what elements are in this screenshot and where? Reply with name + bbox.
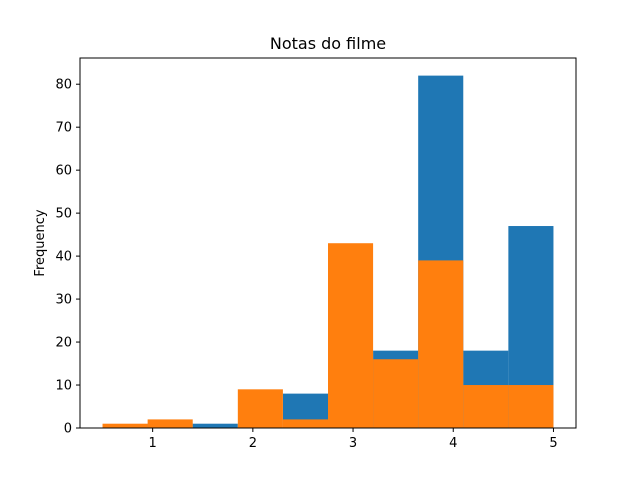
chart-title: Notas do filme — [270, 34, 386, 53]
series-2-bar — [328, 243, 374, 428]
series-1-bar — [192, 423, 238, 428]
series-2-bar — [508, 385, 554, 428]
y-tick-label: 40 — [55, 250, 72, 265]
series-2-bar — [102, 423, 148, 428]
y-tick-label: 60 — [55, 164, 72, 179]
series-2-bar — [373, 359, 419, 428]
y-axis: 0 10 20 30 40 50 60 70 80 — [55, 78, 80, 437]
y-tick-label: 30 — [55, 293, 72, 308]
y-tick-label: 80 — [55, 78, 72, 93]
y-tick-label: 0 — [64, 422, 72, 437]
y-tick-label: 70 — [55, 121, 72, 136]
y-tick-label: 20 — [55, 336, 72, 351]
series-2-bar — [282, 419, 328, 428]
y-tick-label: 50 — [55, 207, 72, 222]
plot-frame — [79, 57, 577, 429]
x-tick-label: 2 — [249, 436, 257, 451]
series-2-bar — [463, 385, 509, 428]
x-tick-label: 3 — [349, 436, 357, 451]
y-axis-label: Frequency — [33, 209, 48, 276]
x-tick-label: 5 — [549, 436, 557, 451]
x-tick-label: 4 — [449, 436, 457, 451]
x-tick-label: 1 — [149, 436, 157, 451]
bars-layer — [102, 75, 554, 428]
series-2-bar — [418, 260, 464, 428]
series-2-bar — [237, 389, 283, 428]
y-tick-label: 10 — [55, 379, 72, 394]
x-axis: 1 2 3 4 5 — [149, 428, 558, 451]
series-2-bar — [147, 419, 193, 428]
